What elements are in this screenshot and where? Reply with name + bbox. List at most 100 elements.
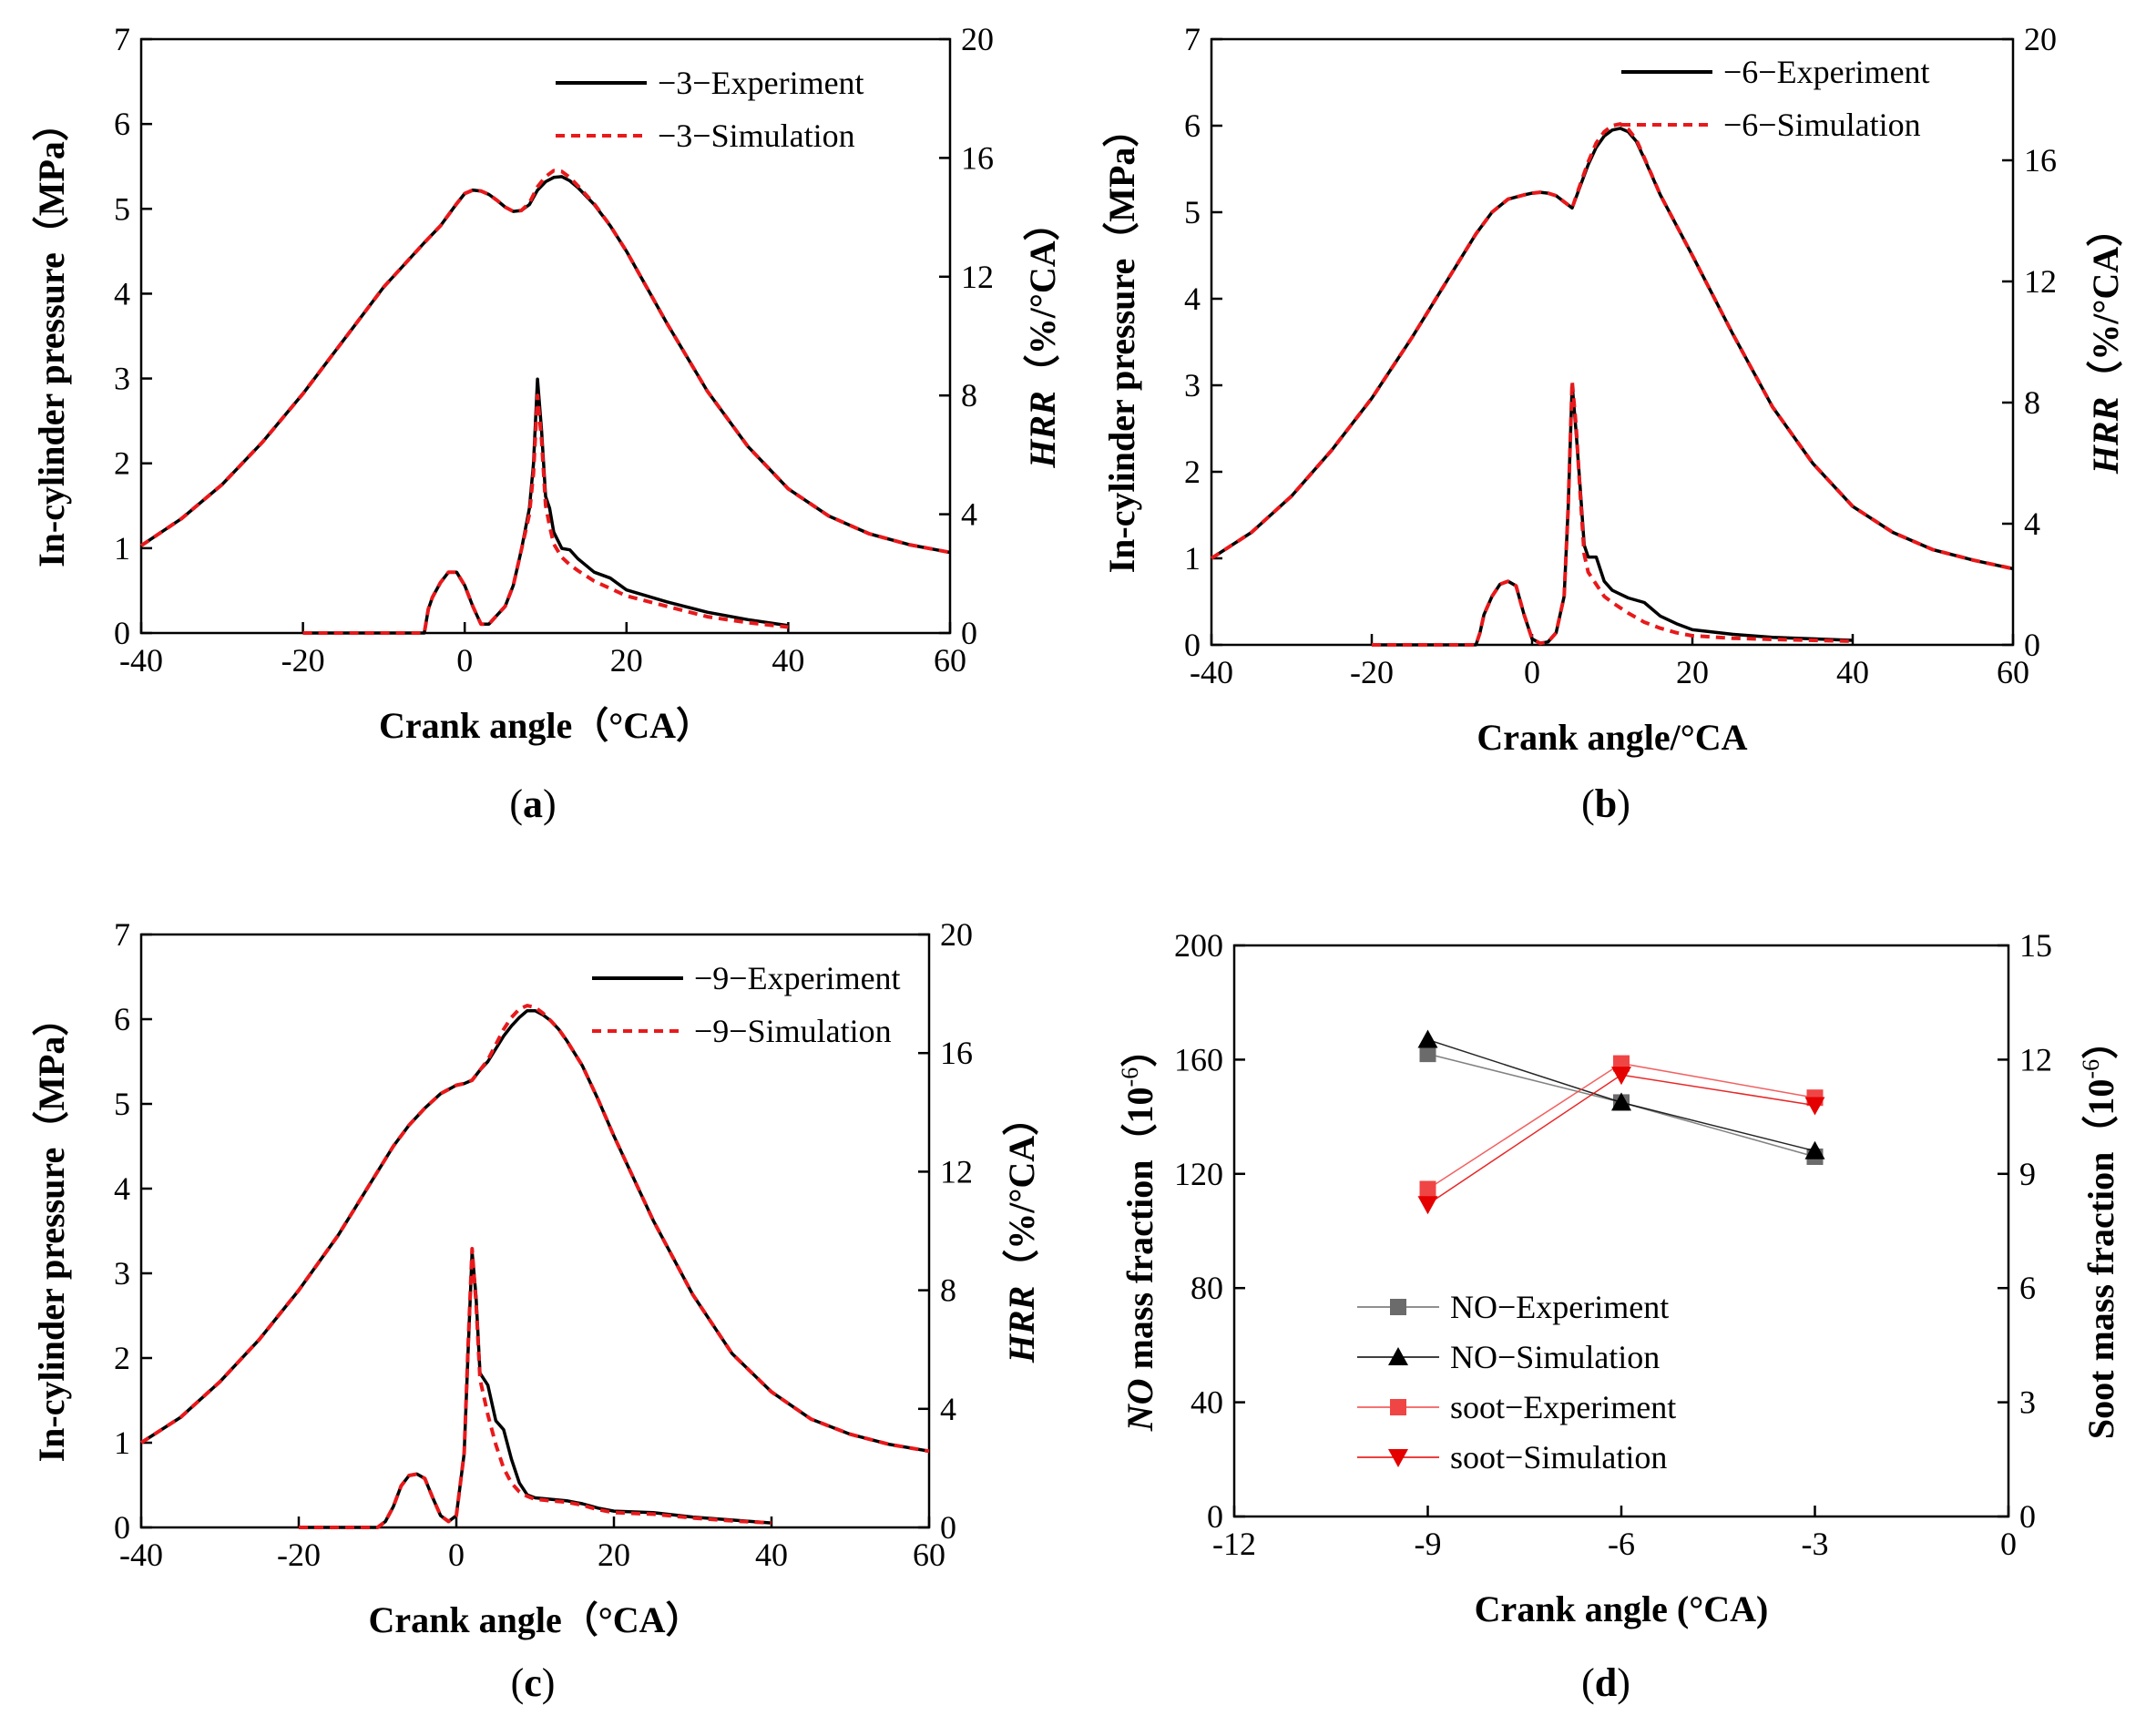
x-tick-label: 20 <box>598 1537 630 1573</box>
x-tick-label: 0 <box>456 642 473 679</box>
y-left-tick-label: 6 <box>114 106 130 142</box>
x-tick-label: -20 <box>277 1537 321 1573</box>
panel-label-letter: c <box>524 1660 542 1705</box>
legend-entry-1: −6−Simulation <box>1723 107 1921 143</box>
y-left-tick-label: 5 <box>114 1086 130 1122</box>
data-point-2 <box>1419 1180 1436 1198</box>
y-right-tick-label: 16 <box>961 139 994 176</box>
y-left-tick-label: 2 <box>1184 454 1201 490</box>
simulation-pressure-line <box>139 1004 930 1454</box>
experiment-pressure-line <box>140 1008 930 1454</box>
y-left-tick-label: 2 <box>114 1340 130 1376</box>
x-axis-title: Crank angle（°CA） <box>379 705 712 746</box>
y-right-tick-label: 16 <box>2024 142 2057 179</box>
y-left-tick-label: 0 <box>1207 1498 1223 1535</box>
data-point-1 <box>1611 1092 1631 1111</box>
x-tick-label: 60 <box>1997 654 2029 690</box>
panel-label-close: ) <box>542 1660 556 1705</box>
panel-label-close: ) <box>1617 781 1630 826</box>
x-tick-label: 40 <box>1836 654 1869 690</box>
x-tick-label: 20 <box>1676 654 1709 690</box>
x-tick-label: 40 <box>772 642 804 679</box>
y-right-tick-label: 12 <box>2024 263 2057 300</box>
y-right-tick-label: 0 <box>2019 1498 2036 1535</box>
y-left-tick-label: 160 <box>1174 1041 1223 1077</box>
x-tick-label: 60 <box>913 1537 945 1573</box>
plot-frame <box>1232 944 2010 1518</box>
experiment-hrr-line <box>299 1250 772 1529</box>
y-left-tick-label: 5 <box>114 190 130 227</box>
plot-frame <box>139 933 931 1529</box>
data-point-1 <box>1804 1140 1825 1159</box>
legend-swatch-marker-0 <box>1390 1299 1406 1315</box>
y-right-tick-label: 15 <box>2019 927 2052 964</box>
x-tick-label: -9 <box>1415 1526 1442 1562</box>
y-right-axis-title-sup: -6 <box>2078 1059 2104 1079</box>
x-tick-label: -3 <box>1802 1526 1829 1562</box>
y-left-tick-label: 6 <box>1184 107 1201 144</box>
plot-frame <box>139 37 952 635</box>
y-left-tick-label: 4 <box>114 1170 130 1207</box>
y-left-tick-label: 3 <box>1184 367 1201 403</box>
panel-label: (d) <box>1581 1660 1630 1705</box>
data-point-3 <box>1611 1067 1631 1086</box>
y-right-tick-label: 8 <box>940 1272 956 1309</box>
y-right-axis-title-text: Soot mass fraction（10 <box>2080 1079 2121 1440</box>
y-left-axis-title-text: mass fraction（10 <box>1119 1087 1160 1378</box>
y-left-tick-label: 40 <box>1191 1384 1223 1421</box>
y-left-tick-label: 120 <box>1174 1156 1223 1192</box>
x-tick-label: -40 <box>119 642 163 679</box>
panel-label-letter: d <box>1595 1660 1617 1705</box>
panel-label-close: ) <box>543 781 557 826</box>
y-left-tick-label: 2 <box>114 445 130 482</box>
experiment-hrr-line <box>1372 383 1854 647</box>
legend-swatch-marker-3 <box>1388 1449 1408 1467</box>
legend-entry-1: NO−Simulation <box>1450 1339 1660 1375</box>
y-left-tick-label: 80 <box>1191 1270 1223 1306</box>
plot-frame <box>1210 37 2015 647</box>
x-axis-title: Crank angle (°CA) <box>1475 1588 1769 1629</box>
panel-label: (b) <box>1581 781 1630 826</box>
y-left-tick-label: 7 <box>1184 21 1201 57</box>
y-right-tick-label: 3 <box>2019 1384 2036 1421</box>
experiment-pressure-line <box>1211 127 2014 571</box>
y-left-tick-label: 1 <box>114 1425 130 1461</box>
y-right-axis-title-unit: （%/°CA） <box>1001 1099 1042 1286</box>
x-tick-label: 0 <box>448 1537 465 1573</box>
y-right-tick-label: 20 <box>2024 21 2057 57</box>
y-right-axis-title-italic: HRR <box>1001 1286 1042 1363</box>
y-left-axis-title-sup: -6 <box>1117 1067 1143 1088</box>
y-right-axis-title: Soot mass fraction（10-6） <box>2078 1023 2121 1439</box>
legend-swatch-marker-2 <box>1390 1399 1406 1415</box>
y-left-tick-label: 200 <box>1174 927 1223 964</box>
data-point-3 <box>1417 1196 1438 1215</box>
x-axis-title: Crank angle（°CA） <box>368 1599 701 1640</box>
data-point-1 <box>1417 1029 1438 1048</box>
x-axis-title: Crank angle/°CA <box>1477 717 1747 758</box>
legend-entry-1: −3−Simulation <box>658 117 855 154</box>
y-left-axis-title: In-cylinder pressure（MPa） <box>1101 111 1142 574</box>
y-left-tick-label: 0 <box>114 1509 130 1546</box>
y-left-axis-title-italic: NO <box>1119 1378 1160 1432</box>
y-left-tick-label: 1 <box>114 530 130 567</box>
y-left-tick-label: 7 <box>114 21 130 57</box>
y-right-axis-title: HRR（%/°CA） <box>1001 1099 1042 1363</box>
y-left-tick-label: 3 <box>114 1255 130 1292</box>
legend-entry-0: NO−Experiment <box>1450 1289 1669 1325</box>
y-right-tick-label: 12 <box>940 1153 973 1190</box>
y-right-tick-label: 4 <box>961 496 977 533</box>
panel-label-close: ) <box>1617 1660 1630 1705</box>
x-tick-label: 60 <box>934 642 966 679</box>
y-right-tick-label: 6 <box>2019 1270 2036 1306</box>
legend-entry-3: soot−Simulation <box>1450 1439 1667 1476</box>
y-left-axis-title: In-cylinder pressure（MPa） <box>31 1000 72 1463</box>
simulation-pressure-line <box>139 168 951 555</box>
y-right-tick-label: 9 <box>2019 1156 2036 1192</box>
y-left-tick-label: 6 <box>114 1001 130 1037</box>
x-tick-label: -40 <box>1190 654 1233 690</box>
simulation-pressure-line <box>1210 122 2014 571</box>
y-right-tick-label: 4 <box>940 1391 956 1427</box>
